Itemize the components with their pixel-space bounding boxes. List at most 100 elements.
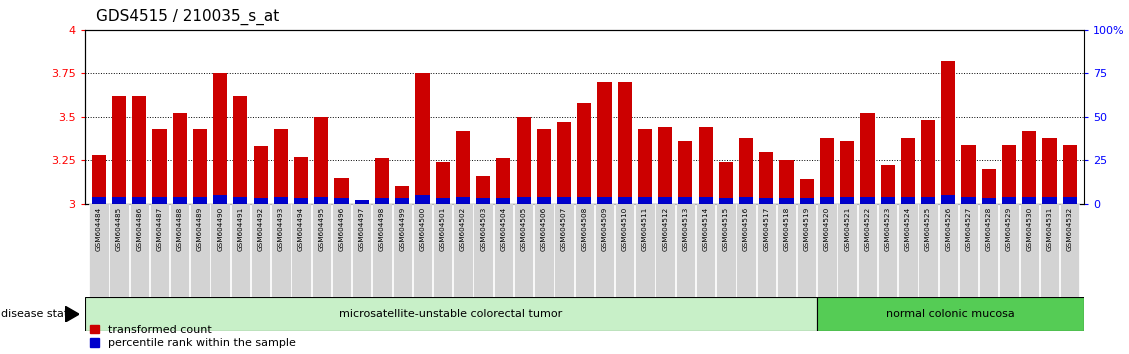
Bar bbox=[1042, 138, 1057, 204]
Bar bbox=[112, 96, 126, 204]
Bar bbox=[878, 204, 898, 297]
Text: disease state: disease state bbox=[1, 309, 76, 319]
Text: GSM604522: GSM604522 bbox=[865, 206, 870, 251]
Bar bbox=[739, 138, 753, 204]
Bar bbox=[314, 196, 329, 204]
Text: GSM604512: GSM604512 bbox=[663, 206, 668, 251]
Bar bbox=[85, 297, 817, 331]
Bar bbox=[294, 157, 308, 204]
Bar bbox=[638, 196, 653, 204]
Bar bbox=[173, 113, 186, 204]
Bar bbox=[191, 204, 210, 297]
Text: GSM604505: GSM604505 bbox=[520, 206, 526, 251]
Bar bbox=[110, 204, 129, 297]
Bar bbox=[132, 196, 147, 204]
Bar bbox=[334, 178, 349, 204]
Text: GSM604518: GSM604518 bbox=[784, 206, 789, 251]
Bar bbox=[473, 204, 493, 297]
Bar bbox=[779, 198, 794, 204]
Bar bbox=[577, 196, 592, 204]
Bar bbox=[979, 204, 998, 297]
Bar bbox=[982, 169, 996, 204]
Bar bbox=[901, 138, 914, 204]
Bar bbox=[982, 198, 996, 204]
Bar bbox=[251, 204, 270, 297]
Bar bbox=[536, 196, 551, 204]
Bar bbox=[797, 204, 816, 297]
Text: GSM604492: GSM604492 bbox=[257, 206, 264, 251]
Bar bbox=[516, 196, 531, 204]
Bar bbox=[91, 155, 106, 204]
Bar bbox=[152, 196, 167, 204]
Bar bbox=[193, 196, 207, 204]
Bar bbox=[355, 200, 369, 204]
Bar bbox=[291, 204, 310, 297]
Bar bbox=[395, 198, 410, 204]
Text: GSM604528: GSM604528 bbox=[986, 206, 991, 251]
Bar bbox=[413, 204, 432, 297]
Bar bbox=[1001, 144, 1016, 204]
Bar bbox=[656, 204, 675, 297]
Bar bbox=[736, 204, 755, 297]
Bar bbox=[901, 196, 914, 204]
Bar bbox=[820, 138, 834, 204]
Bar bbox=[271, 204, 290, 297]
Polygon shape bbox=[65, 306, 79, 322]
Bar bbox=[820, 196, 834, 204]
Bar bbox=[840, 141, 855, 204]
Bar bbox=[1060, 204, 1079, 297]
Text: GSM604514: GSM604514 bbox=[702, 206, 709, 251]
Text: GSM604487: GSM604487 bbox=[157, 206, 163, 251]
Bar bbox=[636, 204, 655, 297]
Text: GSM604525: GSM604525 bbox=[925, 206, 931, 251]
Bar bbox=[314, 117, 329, 204]
Bar bbox=[312, 204, 331, 297]
Text: GSM604503: GSM604503 bbox=[480, 206, 487, 251]
Bar bbox=[817, 297, 1084, 331]
Bar bbox=[899, 204, 918, 297]
Bar bbox=[91, 196, 106, 204]
Bar bbox=[1019, 204, 1039, 297]
Text: GSM604520: GSM604520 bbox=[824, 206, 830, 251]
Bar bbox=[234, 96, 247, 204]
Text: GSM604513: GSM604513 bbox=[682, 206, 689, 251]
Bar bbox=[699, 127, 712, 204]
Bar bbox=[679, 196, 692, 204]
Text: GSM604530: GSM604530 bbox=[1026, 206, 1032, 251]
Bar bbox=[962, 144, 975, 204]
Text: GDS4515 / 210035_s_at: GDS4515 / 210035_s_at bbox=[96, 9, 279, 25]
Bar bbox=[719, 198, 733, 204]
Bar bbox=[618, 82, 632, 204]
Bar bbox=[575, 204, 594, 297]
Bar bbox=[615, 204, 634, 297]
Bar bbox=[942, 195, 955, 204]
Bar bbox=[230, 204, 251, 297]
Text: GSM604511: GSM604511 bbox=[642, 206, 648, 251]
Bar bbox=[332, 204, 351, 297]
Text: GSM604500: GSM604500 bbox=[420, 206, 426, 251]
Bar bbox=[497, 198, 510, 204]
Text: GSM604485: GSM604485 bbox=[116, 206, 122, 251]
Bar bbox=[213, 73, 227, 204]
Text: GSM604510: GSM604510 bbox=[622, 206, 628, 251]
Text: GSM604523: GSM604523 bbox=[885, 206, 891, 251]
Text: GSM604529: GSM604529 bbox=[1006, 206, 1012, 251]
Bar bbox=[436, 162, 449, 204]
Text: microsatellite-unstable colorectal tumor: microsatellite-unstable colorectal tumor bbox=[339, 309, 562, 319]
Bar bbox=[415, 73, 429, 204]
Bar bbox=[1042, 196, 1057, 204]
Bar bbox=[294, 198, 308, 204]
Bar bbox=[557, 196, 571, 204]
Text: GSM604496: GSM604496 bbox=[339, 206, 344, 251]
Bar bbox=[597, 196, 612, 204]
Bar bbox=[436, 198, 449, 204]
Text: GSM604488: GSM604488 bbox=[177, 206, 183, 251]
Text: GSM604499: GSM604499 bbox=[400, 206, 405, 251]
Bar bbox=[516, 117, 531, 204]
Bar bbox=[817, 204, 837, 297]
Text: GSM604507: GSM604507 bbox=[561, 206, 567, 251]
Bar bbox=[234, 196, 247, 204]
Bar bbox=[860, 113, 875, 204]
Bar bbox=[557, 122, 571, 204]
Bar bbox=[1001, 196, 1016, 204]
